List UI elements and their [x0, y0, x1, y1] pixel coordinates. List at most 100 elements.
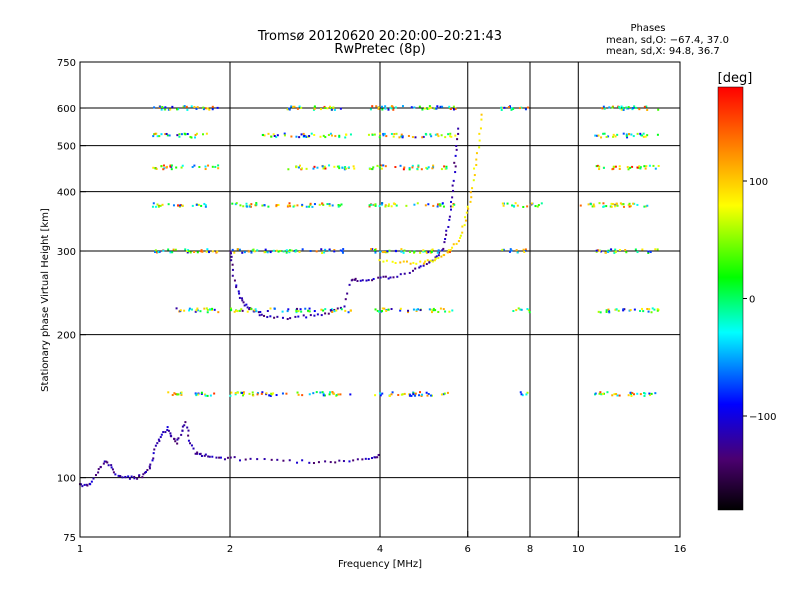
point	[246, 306, 249, 309]
point	[436, 251, 439, 254]
point	[273, 316, 276, 319]
point	[121, 476, 124, 479]
point	[639, 393, 642, 396]
point	[625, 251, 628, 254]
point	[502, 202, 505, 205]
point	[500, 106, 503, 109]
point	[196, 452, 199, 455]
point	[178, 133, 181, 136]
point	[313, 310, 316, 313]
point	[316, 166, 319, 169]
point	[318, 203, 321, 206]
point	[251, 391, 254, 394]
point	[383, 132, 386, 135]
point	[433, 259, 436, 262]
point	[194, 133, 197, 136]
point	[448, 215, 451, 218]
point	[303, 134, 306, 137]
point	[338, 167, 341, 170]
point	[217, 311, 220, 314]
point	[634, 248, 637, 251]
point	[435, 255, 438, 258]
point	[648, 164, 651, 167]
point	[412, 261, 415, 264]
point	[319, 135, 322, 138]
point	[639, 167, 642, 170]
point	[176, 393, 179, 396]
point	[102, 462, 105, 465]
point	[302, 314, 305, 317]
point	[298, 105, 301, 108]
point	[607, 308, 610, 311]
point	[107, 464, 110, 467]
point	[414, 267, 417, 270]
point	[540, 202, 543, 205]
point	[288, 202, 291, 205]
point	[164, 106, 167, 109]
point	[636, 203, 639, 206]
point	[422, 249, 425, 252]
point	[372, 166, 375, 169]
point	[241, 299, 244, 302]
point	[242, 301, 245, 304]
point	[142, 473, 145, 476]
point	[209, 394, 212, 397]
point	[381, 392, 384, 395]
point	[441, 249, 444, 252]
point	[413, 250, 416, 253]
point	[186, 133, 189, 136]
point	[156, 203, 159, 206]
point	[449, 205, 452, 208]
point	[399, 309, 402, 312]
point	[449, 107, 452, 110]
point	[283, 134, 286, 137]
point	[294, 250, 297, 253]
point	[408, 166, 411, 169]
point	[187, 434, 190, 437]
point	[296, 107, 299, 110]
point	[516, 204, 519, 207]
point	[241, 391, 244, 394]
point	[272, 249, 275, 252]
point	[409, 393, 412, 396]
point	[187, 439, 190, 442]
point	[242, 205, 245, 208]
point	[657, 108, 660, 111]
point	[408, 394, 411, 397]
point	[602, 392, 605, 395]
point	[421, 108, 424, 111]
point	[164, 133, 167, 136]
point	[206, 248, 209, 251]
point	[339, 306, 342, 309]
point	[260, 392, 263, 395]
point	[341, 166, 344, 169]
point	[331, 204, 334, 207]
point	[449, 132, 452, 135]
point	[373, 133, 376, 136]
point	[254, 308, 257, 311]
point	[384, 105, 387, 108]
point	[249, 457, 252, 460]
point	[272, 133, 275, 136]
point	[644, 167, 647, 170]
point	[515, 249, 518, 252]
point	[249, 205, 252, 208]
point	[162, 431, 165, 434]
point	[144, 470, 147, 473]
point	[467, 207, 470, 210]
point	[349, 133, 352, 136]
point	[94, 474, 97, 477]
point	[501, 248, 504, 251]
point	[402, 251, 405, 254]
point	[275, 249, 278, 252]
point	[419, 260, 422, 263]
point	[189, 442, 192, 445]
point	[454, 165, 457, 168]
point	[323, 394, 326, 397]
point	[83, 483, 86, 486]
point	[622, 308, 625, 311]
point	[451, 196, 454, 199]
point	[430, 135, 433, 138]
point	[206, 311, 209, 314]
point	[287, 168, 290, 171]
